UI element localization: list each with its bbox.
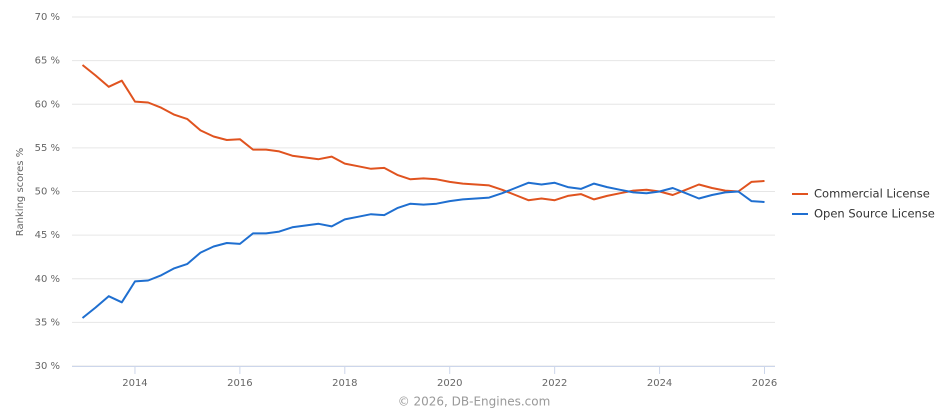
x-tick-label: 2024: [647, 378, 672, 389]
y-axis-label: Ranking scores %: [15, 148, 26, 236]
legend-label: Commercial License: [814, 187, 930, 201]
y-tick-label: 30 %: [35, 361, 60, 372]
y-tick-label: 55 %: [35, 143, 60, 154]
y-tick-label: 35 %: [35, 317, 60, 328]
y-tick-label: 65 %: [35, 56, 60, 67]
x-tick-label: 2014: [122, 378, 147, 389]
y-tick-label: 50 %: [35, 187, 60, 198]
series-line: [81, 181, 765, 319]
y-tick-label: 45 %: [35, 230, 60, 241]
x-tick-label: 2018: [332, 378, 357, 389]
x-tick-label: 2016: [227, 378, 252, 389]
x-tick-label: 2020: [437, 378, 462, 389]
y-tick-label: 40 %: [35, 274, 60, 285]
x-tick-label: 2026: [752, 378, 777, 389]
legend-label: Open Source License: [814, 207, 935, 221]
y-tick-label: 60 %: [35, 99, 60, 110]
credits: © 2026, DB-Engines.com: [398, 395, 551, 409]
y-tick-label: 70 %: [35, 12, 60, 23]
x-tick-label: 2022: [542, 378, 567, 389]
series-line: [81, 64, 765, 202]
